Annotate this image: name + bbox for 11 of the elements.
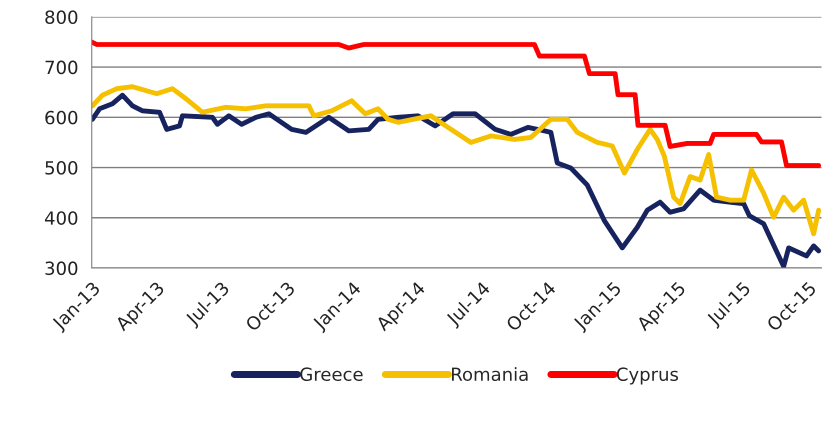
y-tick-label: 500 <box>45 160 78 175</box>
y-tick-label: 400 <box>44 211 78 225</box>
legend-label: Greece <box>300 367 363 382</box>
y-tick-label: 600 <box>45 110 78 124</box>
y-tick-label: 800 <box>45 10 78 24</box>
line-series <box>92 40 822 168</box>
legend-label: Cyprus <box>616 367 678 385</box>
y-tick-label: 700 <box>46 60 78 74</box>
line-series <box>92 84 822 236</box>
y-tick-label: 300 <box>45 261 78 276</box>
legend-label: Romania <box>452 367 528 382</box>
